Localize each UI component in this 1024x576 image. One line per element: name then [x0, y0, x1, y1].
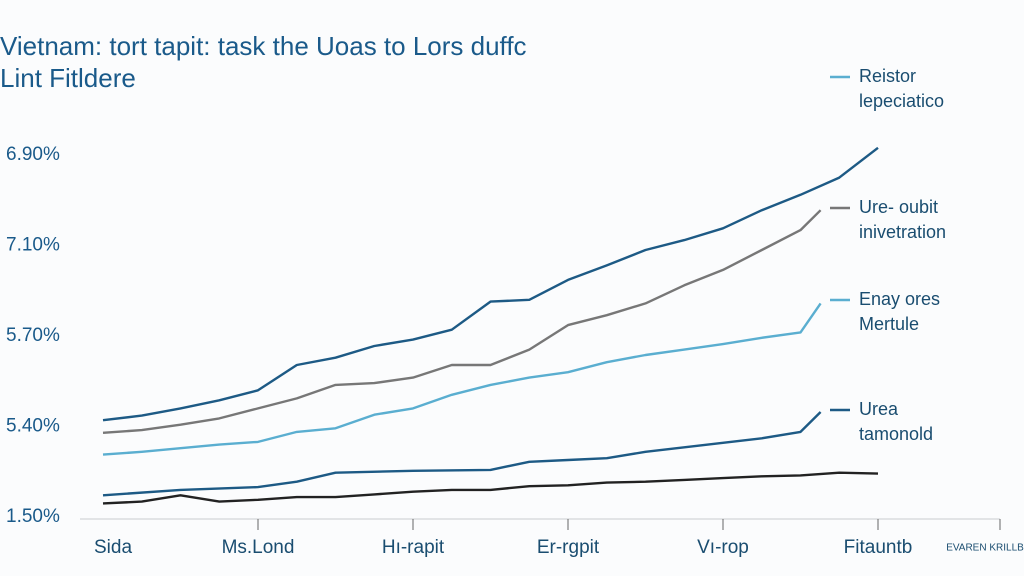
y-label: 6.90%: [6, 144, 60, 165]
line: [102, 302, 822, 456]
x-tick-label: Sida: [94, 537, 132, 558]
y-label: 5.70%: [6, 325, 60, 346]
y-label: 7.10%: [6, 235, 60, 256]
y-label: 1.50%: [6, 506, 60, 527]
line: [102, 146, 879, 422]
legend-label: Mertule: [859, 314, 919, 334]
x-tick-label: Er-rgpit: [537, 537, 600, 558]
legend-label: tamonold: [859, 424, 933, 444]
legend-label: Enay ores: [859, 289, 940, 309]
line: [102, 411, 822, 497]
line: [102, 471, 879, 505]
legend-label: Ure- oubit: [859, 197, 938, 217]
x-tick-label: Vı-rop: [697, 537, 749, 558]
line: [102, 209, 822, 434]
x-tick-label: Ms.Lond: [222, 537, 295, 558]
legend-label: Reistor: [859, 66, 916, 86]
chart-title: Vietnam: tort tapit: task the Uoas to Lo…: [0, 31, 527, 61]
legend-label: lepeciatico: [859, 91, 944, 111]
legend-label: Urea: [859, 399, 899, 419]
x-tick-label: EVAREN KRILLB: [946, 543, 1024, 554]
chart-title: Lint Fitldere: [0, 63, 136, 93]
x-tick-label: Fitauntb: [844, 537, 913, 558]
x-tick-label: Hı-rapit: [382, 537, 445, 558]
y-label: 5.40%: [6, 416, 60, 437]
legend-label: inivetration: [859, 222, 946, 242]
